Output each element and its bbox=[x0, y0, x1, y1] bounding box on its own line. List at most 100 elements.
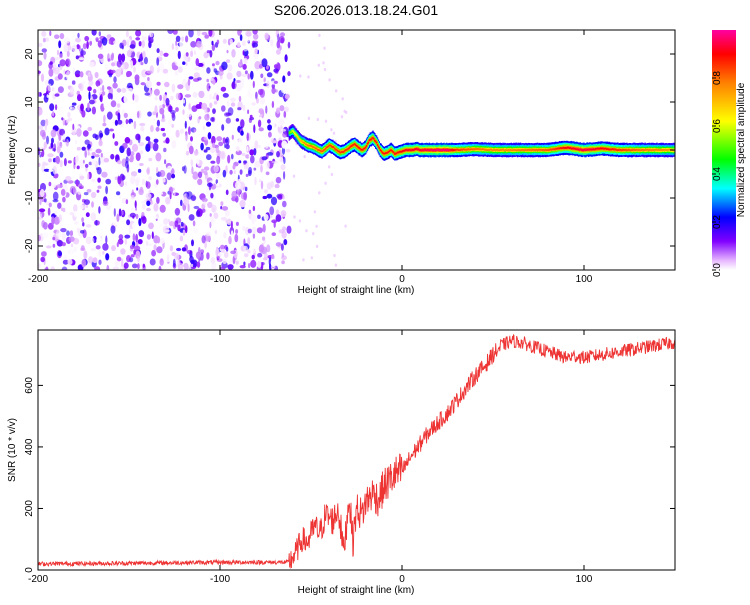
spectrogram-noise-blob bbox=[58, 40, 62, 49]
spectrogram-noise-blob bbox=[190, 50, 194, 58]
spectrogram-ridge-cell bbox=[458, 149, 461, 151]
spectrogram-noise-blob bbox=[170, 110, 176, 115]
spectrogram-ridge-cell bbox=[596, 147, 598, 150]
spectrogram-ridge-cell bbox=[573, 147, 575, 150]
spectrogram-noise-blob bbox=[159, 169, 166, 178]
spectrogram-ridge-cell bbox=[421, 148, 423, 151]
spectrogram-speckle bbox=[292, 174, 296, 178]
spectrogram-noise-blob bbox=[250, 259, 257, 268]
spectrogram-ridge-cell bbox=[345, 148, 348, 151]
spectrogram-ridge-cell bbox=[529, 148, 532, 151]
spectrogram-noise-blob bbox=[79, 175, 85, 180]
spectrogram-noise-blob bbox=[114, 260, 120, 267]
spectrogram-ridge-cell bbox=[373, 137, 375, 140]
spectrogram-noise-blob bbox=[279, 105, 285, 112]
spectrogram-ridge-cell bbox=[646, 148, 648, 151]
spectrogram-noise-blob bbox=[189, 99, 195, 105]
spectrogram-ridge-cell bbox=[579, 148, 582, 151]
spectrogram-noise-blob bbox=[122, 62, 125, 72]
spectrogram-ridge-cell bbox=[337, 150, 340, 153]
spectrogram-noise-blob bbox=[51, 216, 55, 226]
spectrogram-noise-blob bbox=[40, 256, 45, 263]
spectrogram-noise-blob bbox=[74, 156, 79, 165]
spectrogram-ridge-cell bbox=[591, 148, 593, 151]
spectrogram-noise-blob bbox=[231, 153, 234, 160]
spectrogram-noise-blob bbox=[258, 127, 264, 132]
spectrogram-noise-blob bbox=[159, 50, 164, 57]
spectrogram-noise-blob bbox=[140, 126, 145, 132]
spectrogram-noise-blob bbox=[173, 191, 176, 197]
spectrogram-noise-blob bbox=[226, 72, 233, 80]
spectrogram-noise-blob bbox=[45, 266, 49, 270]
spectrogram-speckle bbox=[318, 191, 321, 195]
spectrogram-ridge-cell bbox=[588, 148, 590, 151]
spectrogram-noise-blob bbox=[105, 235, 108, 245]
spectrogram-ridge-cell bbox=[506, 149, 508, 152]
spectrogram-noise-blob bbox=[263, 189, 269, 194]
spectrogram-ridge-cell bbox=[610, 148, 613, 151]
spectrogram-noise-blob bbox=[212, 197, 216, 201]
spectrogram-noise-blob bbox=[264, 142, 269, 149]
spectrogram-ridge-cell bbox=[489, 148, 492, 151]
spectrogram-ridge-cell bbox=[307, 144, 310, 147]
spectrogram-speckle bbox=[307, 75, 310, 79]
spectrogram-noise-blob bbox=[182, 229, 186, 236]
spectrogram-noise-blob bbox=[203, 136, 208, 141]
spectrogram-ridge-cell bbox=[594, 148, 596, 151]
spectrogram-ridge-cell bbox=[425, 149, 427, 151]
spectrogram-speckle bbox=[307, 116, 311, 120]
spectrogram-noise-blob bbox=[198, 116, 202, 120]
spectrogram-noise-blob bbox=[220, 86, 227, 92]
spectrogram-noise-blob bbox=[110, 69, 116, 74]
spectrogram-noise-blob bbox=[132, 233, 136, 242]
spectrogram-noise-blob bbox=[65, 175, 72, 182]
spectrogram-ridge-cell bbox=[642, 149, 644, 151]
spectrogram-ridge-cell bbox=[589, 148, 592, 151]
spectrogram-speckle bbox=[341, 97, 344, 101]
spectrogram-noise-blob bbox=[145, 193, 152, 200]
spectrogram-noise-blob bbox=[136, 111, 140, 119]
spectrogram-noise-blob bbox=[53, 87, 58, 96]
spectrogram-ridge-cell bbox=[411, 148, 413, 151]
spectrogram-noise-blob bbox=[226, 218, 232, 226]
spectrogram-noise-blob bbox=[137, 255, 140, 263]
spectrogram-noise-blob bbox=[245, 226, 250, 236]
spectrogram-ridge-cell bbox=[404, 149, 406, 152]
spectrogram-ridge-cell bbox=[624, 149, 626, 151]
spectrogram-noise-blob bbox=[105, 253, 110, 261]
spectrogram-noise-blob bbox=[131, 223, 136, 229]
spectrogram-noise-blob bbox=[237, 30, 242, 36]
spectrogram-ridge-cell bbox=[658, 148, 660, 151]
spectrogram-noise-blob bbox=[260, 73, 264, 79]
spectrogram-ridge-cell bbox=[617, 149, 619, 151]
spectrogram-noise-blob bbox=[121, 258, 124, 267]
spectrogram-noise-blob bbox=[116, 213, 120, 222]
spectrogram-ridge-cell bbox=[399, 150, 401, 153]
spectrogram-noise-blob bbox=[90, 247, 97, 252]
spectrogram-ridge-cell bbox=[360, 148, 362, 151]
spectrogram-ridge-cell bbox=[637, 149, 639, 151]
spectrogram-noise-blob bbox=[130, 122, 133, 128]
spectrogram-noise-blob bbox=[242, 225, 246, 232]
spectrogram-ridge-cell bbox=[567, 146, 569, 149]
spectrogram-ridge-cell bbox=[331, 146, 333, 148]
spectrogram-noise-blob bbox=[132, 93, 135, 101]
spectrogram-noise-blob bbox=[181, 36, 185, 42]
spectrogram-noise-blob bbox=[48, 202, 52, 208]
spectrogram-ridge-cell bbox=[451, 148, 453, 151]
spectrogram-noise-blob bbox=[67, 160, 72, 164]
spectrogram-ridge-cell bbox=[500, 149, 502, 151]
spectrogram-noise-blob bbox=[209, 213, 212, 217]
spectrogram-noise-blob bbox=[261, 156, 268, 161]
spectrogram-ridge-cell bbox=[311, 145, 313, 148]
spectrogram-noise-blob bbox=[72, 123, 75, 130]
spectrogram-noise-blob bbox=[206, 208, 212, 213]
spectrogram-noise-blob bbox=[141, 216, 147, 224]
spectrogram-ridge-cell bbox=[574, 147, 576, 150]
spectrogram-noise-blob bbox=[49, 61, 53, 65]
spectrogram-noise-blob bbox=[166, 254, 170, 262]
spectrogram-noise-blob bbox=[257, 119, 262, 128]
spectrogram-noise-blob bbox=[204, 113, 210, 121]
spectrogram-noise-blob bbox=[119, 264, 125, 270]
